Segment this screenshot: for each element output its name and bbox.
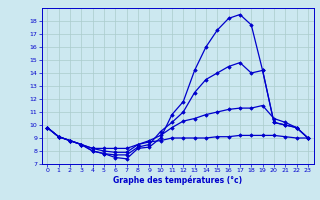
X-axis label: Graphe des températures (°c): Graphe des températures (°c) [113, 176, 242, 185]
